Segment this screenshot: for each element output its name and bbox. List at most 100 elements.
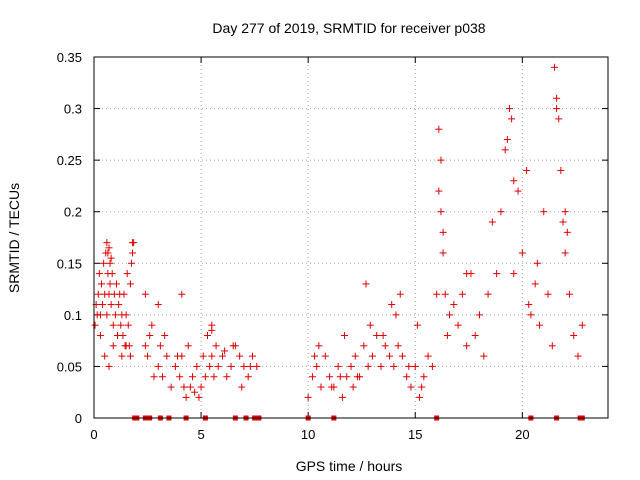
data-point (480, 352, 488, 360)
data-point (386, 352, 394, 360)
data-point (433, 290, 441, 298)
data-point (368, 352, 376, 360)
data-point (244, 373, 252, 381)
data-point (446, 311, 454, 319)
data-point (407, 383, 415, 391)
data-point (544, 290, 552, 298)
data-point (435, 187, 443, 195)
data-point (548, 342, 556, 350)
data-point (212, 342, 220, 350)
data-point (91, 321, 99, 329)
data-point (349, 383, 357, 391)
data-point (553, 94, 561, 102)
data-point (405, 362, 413, 370)
data-point (253, 362, 261, 370)
data-point (219, 352, 226, 360)
data-point (523, 166, 531, 174)
y-axis-label: SRMTID / TECUs (6, 183, 22, 293)
data-point (503, 136, 511, 144)
data-point (238, 383, 246, 391)
data-point (574, 352, 582, 360)
data-point (197, 383, 205, 391)
data-point (514, 187, 522, 195)
data-point (392, 311, 400, 319)
data-point (96, 331, 104, 339)
data-point (112, 280, 120, 288)
data-point (454, 321, 462, 329)
data-point (163, 352, 171, 360)
data-point (484, 290, 492, 298)
data-point (353, 373, 361, 381)
data-point (122, 342, 130, 350)
data-point (124, 321, 132, 329)
data-point (123, 270, 131, 278)
data-point (341, 331, 349, 339)
data-point (246, 362, 254, 370)
data-point (366, 321, 374, 329)
data-point (437, 208, 445, 216)
data-point (360, 342, 368, 350)
data-point (105, 244, 113, 252)
data-point (505, 105, 513, 113)
chart-title: Day 277 of 2019, SRMTID for receiver p03… (212, 20, 485, 36)
data-point (428, 362, 436, 370)
y-tick-label: 0.35 (57, 50, 82, 65)
y-tick-label: 0.1 (64, 308, 82, 323)
data-point (184, 342, 192, 350)
y-tick-label: 0.2 (64, 205, 82, 220)
data-point (144, 352, 152, 360)
data-point (178, 290, 186, 298)
x-tick-labels: 0 5 10 15 20 (90, 427, 529, 442)
data-point (501, 146, 509, 154)
x-axis-label: GPS time / hours (296, 458, 403, 474)
data-point (104, 249, 112, 257)
data-point (101, 352, 109, 360)
data-point (531, 280, 539, 288)
data-point (236, 352, 244, 360)
data-point (154, 301, 162, 309)
data-point (227, 362, 235, 370)
data-point (570, 331, 578, 339)
data-point (129, 249, 137, 257)
data-point (240, 362, 248, 370)
data-point (95, 270, 103, 278)
data-point (550, 63, 558, 71)
data-point (394, 342, 402, 350)
data-point (176, 373, 184, 381)
data-point (109, 321, 117, 329)
data-point (189, 373, 197, 381)
data-point (105, 362, 113, 370)
data-point (561, 249, 569, 257)
data-point (563, 228, 571, 236)
data-point (171, 362, 179, 370)
data-point (535, 321, 543, 329)
data-point (106, 280, 114, 288)
data-point (159, 373, 167, 381)
data-point (182, 393, 190, 401)
data-point (229, 342, 237, 350)
data-point (362, 280, 370, 288)
data-point (565, 290, 573, 298)
data-point (115, 301, 123, 309)
data-point (248, 352, 256, 360)
plot-frame (93, 56, 609, 419)
y-tick-label: 0.3 (64, 102, 82, 117)
data-point (561, 208, 569, 216)
data-point (193, 362, 201, 370)
data-point (109, 342, 117, 350)
data-point (111, 311, 119, 319)
data-point (214, 362, 222, 370)
data-point (180, 383, 188, 391)
data-point (208, 326, 216, 334)
data-point (493, 270, 501, 278)
data-point (326, 373, 334, 381)
y-tick-label: 0.05 (57, 359, 82, 374)
data-point (555, 115, 563, 123)
data-point (161, 331, 169, 339)
data-point (364, 362, 372, 370)
data-point (148, 321, 156, 329)
data-point (221, 347, 229, 355)
data-point (338, 393, 346, 401)
data-point (510, 270, 518, 278)
